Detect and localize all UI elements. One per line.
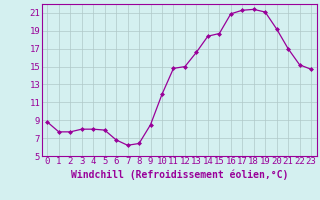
X-axis label: Windchill (Refroidissement éolien,°C): Windchill (Refroidissement éolien,°C)	[70, 169, 288, 180]
